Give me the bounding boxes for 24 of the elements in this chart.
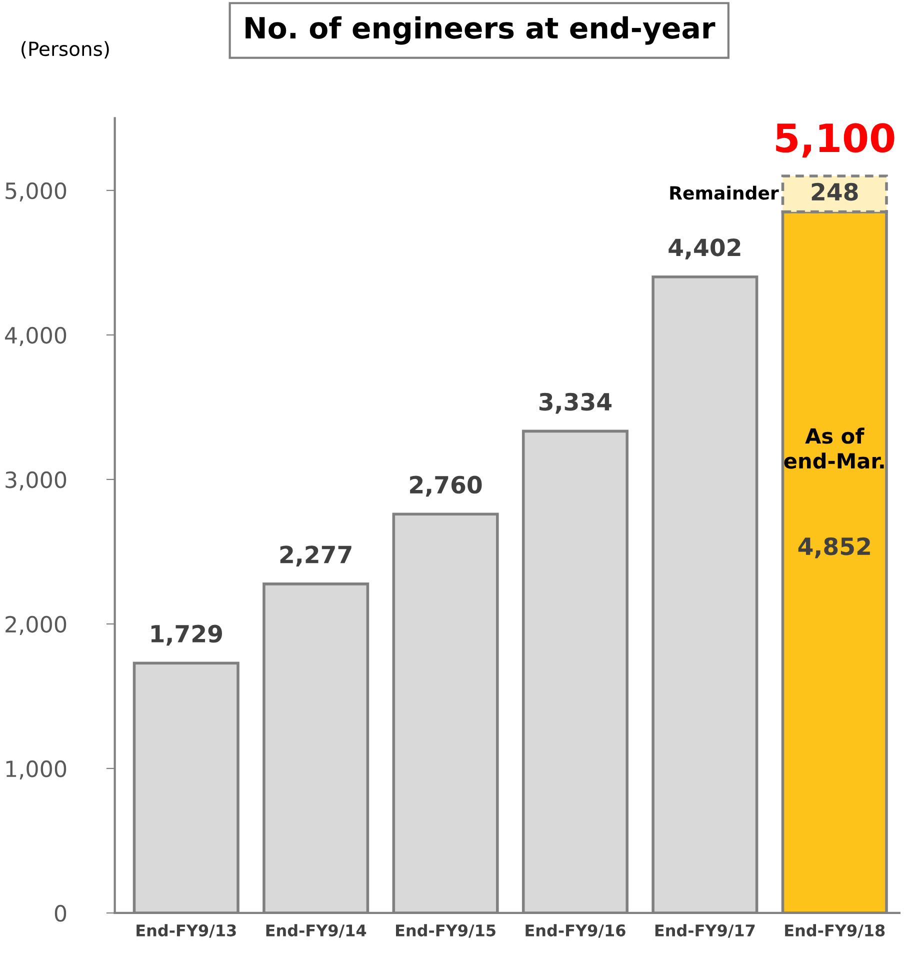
y-axis-title: (Persons) — [22, 41, 109, 58]
annotation: As of end-Mar. — [784, 428, 884, 469]
annotation: Remainder — [670, 186, 779, 200]
y-tick-label: 0 — [54, 904, 66, 922]
x-tick-label: End-FY9/13 — [136, 924, 236, 938]
y-tick-label: 5,000 — [6, 182, 66, 202]
data-label: 2,760 — [410, 476, 482, 497]
x-tick-label: End-FY9/15 — [396, 924, 496, 938]
data-label: 3,334 — [539, 392, 612, 414]
data-label: 248 — [812, 182, 858, 201]
total-label: 5,100 — [776, 123, 894, 158]
y-tick-label: 4,000 — [5, 326, 66, 346]
data-label: 2,277 — [280, 546, 352, 566]
chart-title: No. of engineers at end-year — [246, 16, 716, 45]
y-tick-label: 3,000 — [6, 471, 66, 490]
x-tick-label: End-FY9/18 — [785, 924, 885, 938]
y-tick-label: 2,000 — [6, 616, 66, 635]
y-tick-label: 1,000 — [6, 760, 66, 780]
x-tick-label: End-FY9/14 — [266, 924, 366, 938]
data-label: 4,402 — [668, 238, 740, 260]
x-tick-label: End-FY9/17 — [655, 924, 755, 938]
data-label: 4,852 — [798, 537, 870, 558]
x-tick-label: End-FY9/16 — [526, 924, 626, 938]
data-label: 1,729 — [151, 624, 222, 646]
